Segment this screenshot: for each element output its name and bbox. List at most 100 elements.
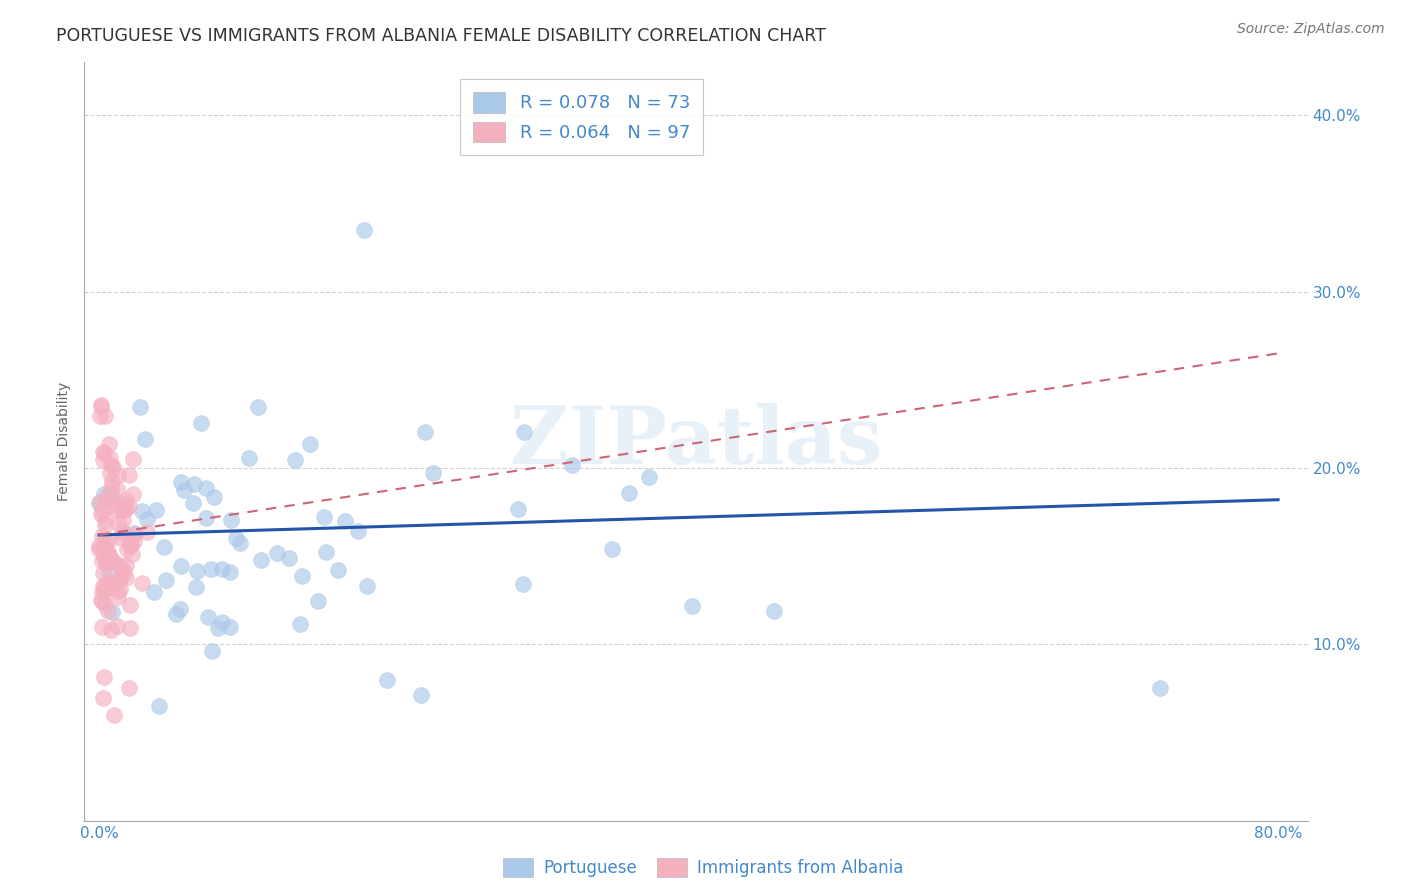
Point: [94, 409, 117, 423]
Point: [112, 526, 135, 541]
Point: [194, 482, 217, 496]
Point: [90, 592, 112, 607]
Point: [98, 533, 121, 548]
Point: [96, 542, 118, 557]
Point: [165, 607, 187, 621]
Point: [110, 496, 132, 510]
Point: [94, 518, 117, 533]
Point: [101, 459, 124, 474]
Point: [128, 400, 150, 414]
Point: [238, 450, 260, 465]
Point: [143, 585, 166, 599]
Point: [90, 398, 112, 412]
Point: [91, 444, 114, 458]
Point: [153, 540, 176, 554]
Point: [89, 495, 111, 509]
Point: [190, 416, 212, 430]
Point: [107, 516, 129, 531]
Point: [225, 531, 247, 545]
Point: [118, 622, 141, 636]
Point: [93, 540, 115, 554]
Point: [763, 604, 786, 618]
Point: [413, 425, 436, 440]
Point: [91, 579, 114, 593]
Point: [107, 619, 129, 633]
Point: [211, 615, 233, 629]
Point: [94, 494, 117, 508]
Point: [219, 619, 242, 633]
Point: [97, 546, 120, 560]
Point: [298, 437, 321, 451]
Point: [98, 555, 121, 569]
Point: [307, 593, 329, 607]
Point: [93, 446, 115, 460]
Legend: R = 0.078   N = 73, R = 0.064   N = 97: R = 0.078 N = 73, R = 0.064 N = 97: [460, 79, 703, 155]
Point: [131, 504, 153, 518]
Text: ZIPatlas: ZIPatlas: [510, 402, 882, 481]
Point: [89, 539, 111, 553]
Point: [93, 583, 115, 598]
Point: [638, 470, 661, 484]
Point: [513, 425, 536, 440]
Point: [183, 477, 205, 491]
Point: [290, 616, 312, 631]
Point: [93, 670, 115, 684]
Point: [312, 509, 335, 524]
Point: [600, 542, 623, 557]
Point: [118, 499, 141, 513]
Point: [246, 400, 269, 414]
Point: [94, 513, 117, 527]
Point: [202, 490, 225, 504]
Point: [93, 544, 115, 558]
Point: [97, 604, 120, 618]
Point: [356, 579, 378, 593]
Point: [114, 571, 136, 585]
Point: [91, 690, 114, 705]
Point: [200, 562, 222, 576]
Point: [89, 409, 111, 423]
Point: [186, 564, 208, 578]
Point: [93, 487, 115, 501]
Point: [114, 503, 136, 517]
Point: [105, 483, 128, 497]
Point: [111, 502, 134, 516]
Point: [120, 537, 142, 551]
Point: [107, 583, 129, 598]
Point: [170, 475, 193, 489]
Point: [219, 565, 242, 579]
Point: [194, 511, 217, 525]
Point: [120, 538, 142, 552]
Point: [108, 558, 131, 573]
Point: [107, 467, 129, 482]
Point: [277, 551, 299, 566]
Point: [347, 524, 370, 538]
Point: [121, 451, 143, 466]
Point: [131, 576, 153, 591]
Point: [98, 555, 121, 569]
Point: [91, 529, 114, 543]
Point: [117, 541, 139, 556]
Point: [112, 566, 135, 581]
Point: [97, 566, 120, 580]
Point: [93, 549, 115, 564]
Point: [90, 507, 112, 521]
Point: [103, 707, 125, 722]
Point: [333, 515, 356, 529]
Point: [169, 602, 191, 616]
Point: [114, 558, 136, 573]
Point: [91, 594, 114, 608]
Legend: Portuguese, Immigrants from Albania: Portuguese, Immigrants from Albania: [496, 851, 910, 884]
Point: [98, 467, 121, 481]
Text: Source: ZipAtlas.com: Source: ZipAtlas.com: [1237, 22, 1385, 37]
Point: [561, 458, 583, 473]
Point: [681, 599, 703, 614]
Point: [173, 483, 195, 497]
Point: [1149, 681, 1171, 696]
Point: [98, 549, 121, 564]
Point: [170, 559, 193, 574]
Point: [87, 541, 110, 556]
Point: [100, 480, 122, 494]
Point: [124, 525, 146, 540]
Point: [353, 223, 375, 237]
Point: [134, 432, 156, 446]
